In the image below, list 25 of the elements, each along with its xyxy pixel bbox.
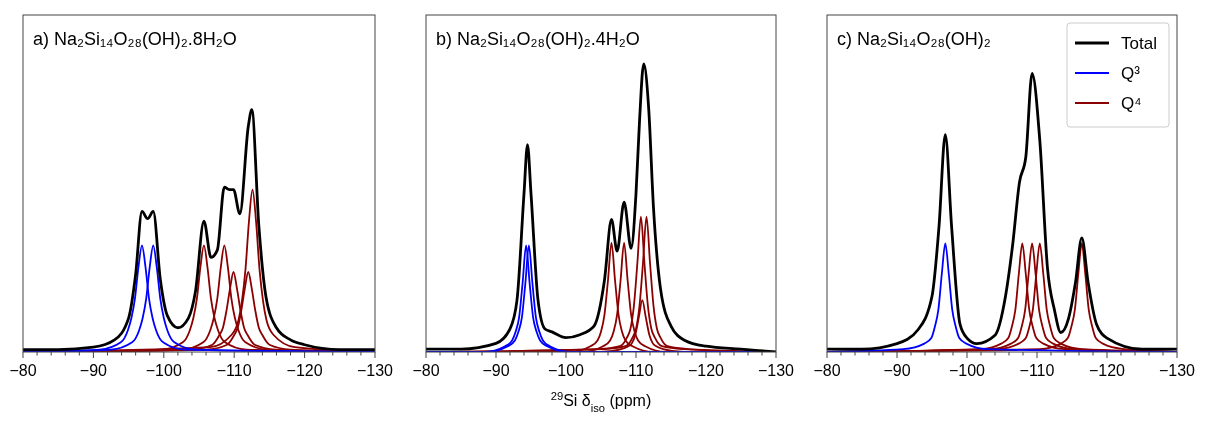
x-tick-label: −80 — [9, 362, 37, 379]
x-tick-label: −130 — [356, 362, 394, 379]
x-tick-label: −120 — [286, 362, 323, 379]
x-tick-label: −110 — [1019, 362, 1055, 379]
chart-title: b) Na₂Si₁₄O₂₈(OH)₂.4H₂O — [436, 29, 640, 49]
legend-label: Q⁴ — [1121, 94, 1142, 113]
x-tick-label: −130 — [1158, 362, 1196, 379]
x-tick-label: −120 — [1088, 362, 1126, 379]
x-tick-label: −100 — [145, 362, 182, 379]
chart-title: a) Na₂Si₁₄O₂₈(OH)₂.8H₂O — [33, 29, 237, 49]
x-tick-label: −110 — [216, 362, 252, 379]
x-tick-label: −100 — [547, 362, 585, 379]
chart-title: c) Na₂Si₁₄O₂₈(OH)₂ — [837, 29, 991, 49]
x-axis-title: $^{29}$Si δ$_{iso}$ (ppm) — [550, 390, 652, 414]
x-tick-label: −90 — [883, 362, 911, 379]
legend-label: Q³ — [1121, 64, 1141, 83]
x-tick-label: −120 — [687, 362, 725, 379]
x-tick-label: −130 — [757, 362, 795, 379]
x-tick-label: −80 — [412, 362, 440, 379]
x-tick-label: −110 — [618, 362, 654, 379]
x-tick-label: −90 — [79, 362, 108, 379]
x-tick-label: −80 — [813, 362, 841, 379]
x-tick-label: −100 — [948, 362, 986, 379]
x-tick-label: −90 — [482, 362, 510, 379]
legend-label: Total — [1121, 34, 1157, 53]
